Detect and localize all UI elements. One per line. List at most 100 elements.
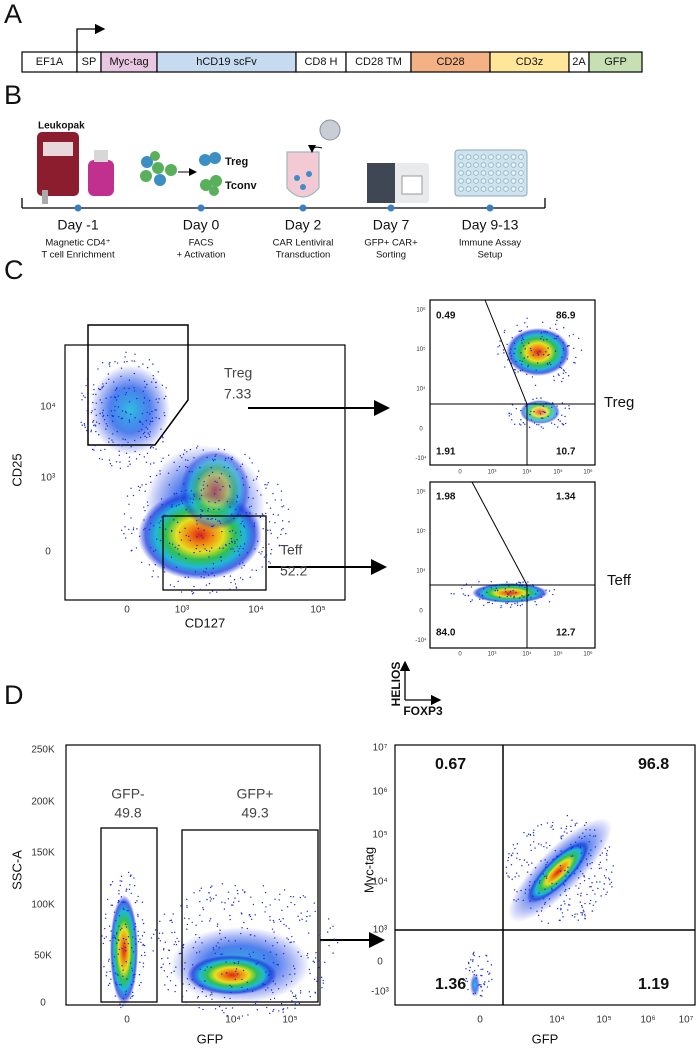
event-dot <box>264 483 266 486</box>
event-dot <box>514 423 516 426</box>
event-dot <box>523 345 525 347</box>
event-dot <box>545 863 547 866</box>
event-dot <box>186 906 188 909</box>
event-dot <box>270 989 273 991</box>
event-dot <box>160 516 163 518</box>
event-dot <box>257 540 259 543</box>
event-dot <box>183 968 186 970</box>
event-dot <box>80 421 82 424</box>
event-dot <box>141 412 144 415</box>
event-dot <box>540 910 543 912</box>
event-dot <box>102 383 104 385</box>
event-dot <box>559 919 561 921</box>
event-dot <box>254 548 256 550</box>
segment-label: GFP <box>604 56 627 68</box>
event-dot <box>300 955 302 958</box>
event-dot <box>193 495 196 497</box>
event-dot <box>280 490 283 492</box>
event-dot <box>120 896 123 898</box>
event-dot <box>255 963 257 965</box>
event-dot <box>610 881 613 883</box>
event-dot <box>181 456 183 459</box>
event-dot <box>200 535 203 537</box>
event-dot <box>580 892 582 894</box>
event-dot <box>182 945 184 947</box>
event-dot <box>216 481 218 484</box>
event-dot <box>206 518 208 520</box>
event-dot <box>542 410 544 413</box>
well <box>465 186 472 192</box>
event-dot <box>167 989 169 991</box>
event-dot <box>533 422 536 424</box>
event-dot <box>242 969 245 972</box>
event-dot <box>158 937 160 940</box>
event-dot <box>291 1000 293 1002</box>
event-dot <box>153 933 155 936</box>
event-dot <box>263 957 265 960</box>
event-dot <box>204 548 206 550</box>
event-dot <box>146 428 149 430</box>
event-dot <box>130 446 132 448</box>
event-dot <box>210 966 212 969</box>
event-dot <box>175 943 178 946</box>
event-dot <box>593 829 596 831</box>
quadrant-value: 1.98 <box>436 492 456 503</box>
event-dot <box>92 393 94 396</box>
y-tick-label: 50K <box>34 951 52 962</box>
event-dot <box>233 550 236 553</box>
event-dot <box>269 916 271 918</box>
event-dot <box>134 450 136 453</box>
event-dot <box>282 1008 285 1010</box>
event-dot <box>86 429 88 432</box>
event-dot <box>224 459 226 461</box>
population-label: Treg <box>604 394 634 411</box>
event-dot <box>122 998 125 1000</box>
event-dot <box>133 928 135 930</box>
event-dot <box>101 935 103 937</box>
event-dot <box>579 870 582 873</box>
event-dot <box>264 891 267 894</box>
step-description: CAR Lentiviral <box>273 238 334 249</box>
event-dot <box>116 984 118 986</box>
event-dot <box>497 346 499 348</box>
event-dot <box>183 483 185 485</box>
event-dot <box>261 513 264 515</box>
event-dot <box>109 361 111 364</box>
event-dot <box>510 595 512 597</box>
event-dot <box>259 516 262 519</box>
well <box>503 154 509 160</box>
event-dot <box>277 964 280 966</box>
event-dot <box>129 413 132 415</box>
panel-label: A <box>4 0 22 29</box>
event-dot <box>94 408 96 411</box>
event-dot <box>150 481 152 483</box>
event-dot <box>229 588 231 590</box>
event-dot <box>590 885 592 888</box>
event-dot <box>515 582 518 584</box>
event-dot <box>534 384 537 386</box>
event-dot <box>470 600 472 603</box>
event-dot <box>198 1006 200 1009</box>
event-dot <box>90 431 92 433</box>
event-dot <box>505 602 507 604</box>
event-dot <box>130 947 133 949</box>
event-dot <box>209 994 212 996</box>
event-dot <box>110 904 112 906</box>
event-dot <box>550 422 553 424</box>
event-dot <box>520 409 522 412</box>
event-dot <box>243 921 245 924</box>
event-dot <box>241 913 243 915</box>
event-dot <box>174 984 177 987</box>
event-dot <box>90 429 93 431</box>
event-dot <box>101 387 103 389</box>
event-dot <box>135 458 138 460</box>
event-dot <box>158 522 160 524</box>
event-dot <box>216 591 218 593</box>
well <box>458 178 464 184</box>
event-dot <box>540 417 543 419</box>
event-dot <box>269 951 272 953</box>
event-dot <box>532 585 534 587</box>
event-dot <box>518 597 521 599</box>
event-dot <box>297 1001 300 1003</box>
event-dot <box>295 994 297 996</box>
